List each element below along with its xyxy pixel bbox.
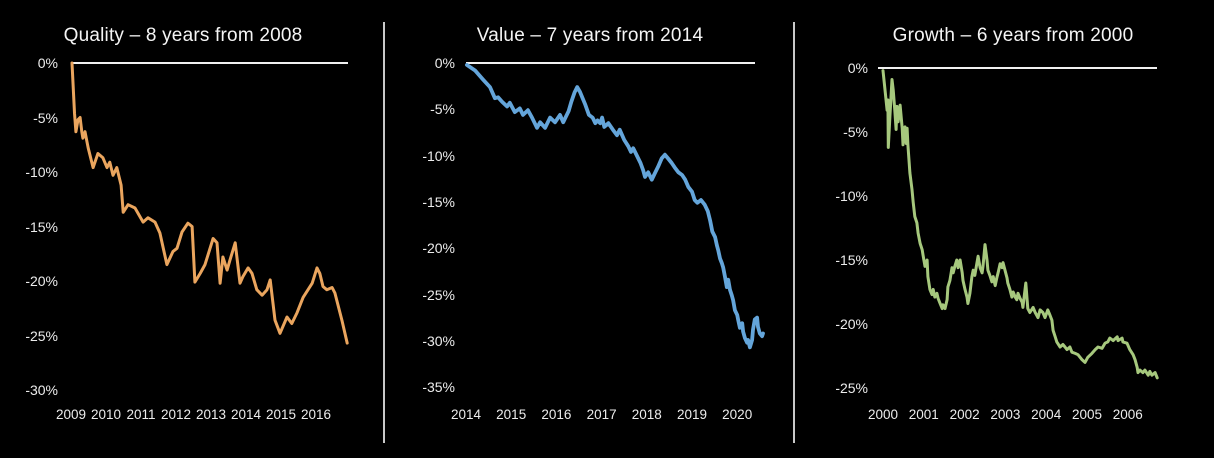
panel-divider-right bbox=[793, 22, 795, 443]
series-line bbox=[881, 69, 1159, 380]
series-line bbox=[464, 63, 765, 350]
panel-divider-left bbox=[383, 22, 385, 443]
series-line bbox=[70, 61, 349, 345]
